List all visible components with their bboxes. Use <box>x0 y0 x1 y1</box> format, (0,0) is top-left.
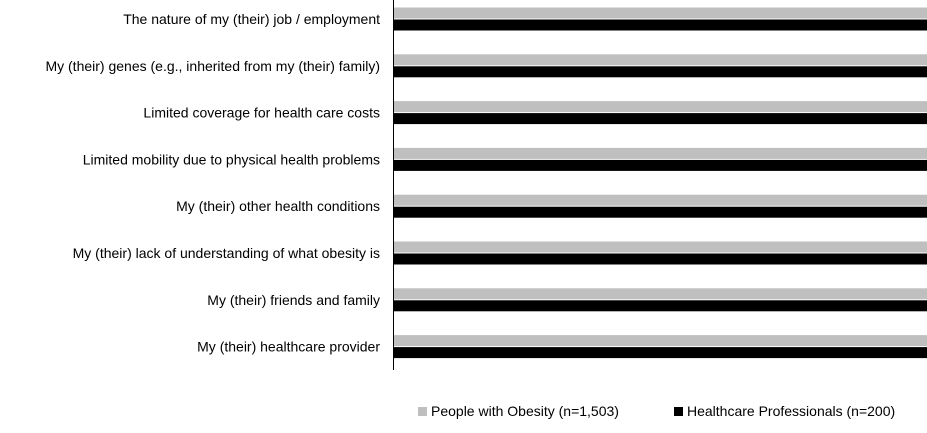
bar-healthcare-professionals <box>393 159 927 171</box>
bars-group <box>393 7 927 359</box>
bar-healthcare-professionals <box>393 113 927 125</box>
legend-swatch-people-with-obesity <box>418 406 427 416</box>
legend: People with Obesity (n=1,503) Healthcare… <box>0 403 927 423</box>
bar-people-with-obesity <box>393 194 927 206</box>
category-label: Limited mobility due to physical health … <box>83 151 380 167</box>
bar-people-with-obesity <box>393 335 927 347</box>
bar-people-with-obesity <box>393 288 927 300</box>
bar-healthcare-professionals <box>393 347 927 359</box>
bar-healthcare-professionals <box>393 19 927 31</box>
bar-healthcare-professionals <box>393 66 927 78</box>
category-labels: The nature of my (their) job / employmen… <box>45 11 380 355</box>
legend-label-healthcare-professionals: Healthcare Professionals (n=200) <box>687 403 896 419</box>
category-label: My (their) healthcare provider <box>197 339 380 355</box>
category-label: My (their) genes (e.g., inherited from m… <box>45 58 380 74</box>
category-label: Limited coverage for health care costs <box>143 105 380 121</box>
bar-people-with-obesity <box>393 54 927 66</box>
bar-healthcare-professionals <box>393 253 927 265</box>
category-label: My (their) lack of understanding of what… <box>73 245 380 261</box>
bar-healthcare-professionals <box>393 300 927 312</box>
bar-people-with-obesity <box>393 241 927 253</box>
legend-item-healthcare-professionals: Healthcare Professionals (n=200) <box>674 403 895 419</box>
legend-item-people-with-obesity: People with Obesity (n=1,503) <box>418 403 619 419</box>
category-label: The nature of my (their) job / employmen… <box>123 11 380 27</box>
legend-swatch-healthcare-professionals <box>674 406 683 416</box>
category-label: My (their) friends and family <box>207 292 380 308</box>
category-label: My (their) other health conditions <box>176 198 380 214</box>
bar-healthcare-professionals <box>393 206 927 218</box>
bar-people-with-obesity <box>393 7 927 19</box>
bar-people-with-obesity <box>393 101 927 113</box>
bar-people-with-obesity <box>393 147 927 159</box>
legend-label-people-with-obesity: People with Obesity (n=1,503) <box>431 403 619 419</box>
